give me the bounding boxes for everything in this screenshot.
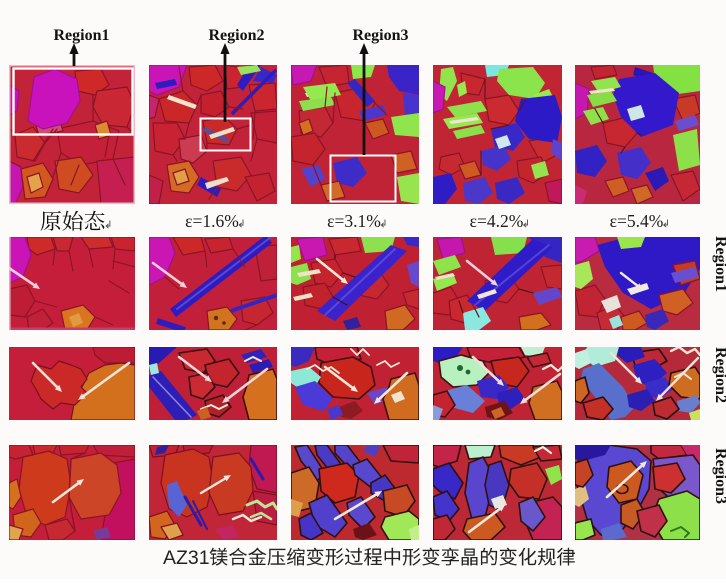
svg-text:Region2: Region2 [209, 27, 265, 44]
svg-text:Region1: Region1 [54, 27, 110, 44]
svg-text:ε=4.2%: ε=4.2% [470, 211, 524, 231]
svg-text:Region1: Region1 [712, 236, 726, 292]
svg-text:ε=3.1%: ε=3.1% [327, 211, 381, 231]
svg-text:Region2: Region2 [712, 347, 726, 403]
svg-text:Region3: Region3 [712, 448, 726, 504]
svg-text:ε=1.6%: ε=1.6% [185, 211, 239, 231]
svg-text:Region3: Region3 [353, 27, 409, 44]
svg-text:AZ31: AZ31 [163, 547, 210, 569]
svg-text:ε=5.4%: ε=5.4% [610, 211, 664, 231]
